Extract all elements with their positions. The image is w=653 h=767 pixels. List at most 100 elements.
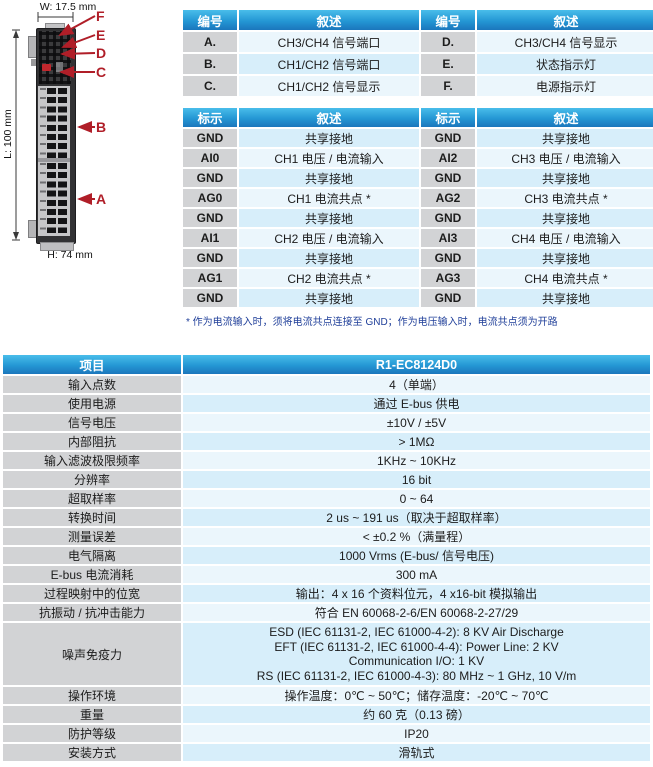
terminal-desc: CH3 电压 / 电流输入 (477, 149, 653, 167)
spec-value: 滑轨式 (183, 744, 650, 761)
terminal-desc: CH3 电流共点 * (477, 189, 653, 207)
device-figure: W: 17.5 mm L: 100 mm H: 74 mm F E D C B … (0, 0, 180, 350)
spec-label: 抗振动 / 抗冲击能力 (3, 604, 181, 621)
terminal-holes-col1-top (47, 88, 56, 158)
table-row: 过程映射中的位宽 输出：4 x 16 个资料位元，4 x16-bit 模拟输出 (3, 585, 650, 602)
table-row: C. CH1/CH2 信号显示 F. 电源指示灯 (183, 76, 653, 96)
port-id: B. (183, 54, 237, 74)
terminal-labels-strip-bottom (40, 163, 46, 233)
table-row: 使用电源 通过 E-bus 供电 (3, 395, 650, 412)
spec-value: < ±0.2 %（满量程） (183, 528, 650, 545)
spec-value: 操作温度：0℃ ~ 50℃；储存温度：-20℃ ~ 70℃ (183, 687, 650, 704)
port-desc: 电源指示灯 (477, 76, 653, 96)
port-id: A. (183, 32, 237, 52)
column-header: 标示 (183, 108, 237, 127)
callout-letter-e: E (96, 27, 106, 43)
spec-label: 输入点数 (3, 376, 181, 393)
module-foot (40, 242, 74, 251)
spec-label: 转换时间 (3, 509, 181, 526)
spec-header-row: 项目 R1-EC8124D0 (3, 355, 650, 374)
table-row: GND 共享接地 GND 共享接地 (183, 169, 653, 187)
terminal-id: GND (183, 209, 237, 227)
terminal-desc: 共享接地 (239, 209, 419, 227)
spec-label: 防护等级 (3, 725, 181, 742)
table-row: AI1 CH2 电压 / 电流输入 AI3 CH4 电压 / 电流输入 (183, 229, 653, 247)
port-id: D. (421, 32, 475, 52)
terminal-holes-col2-top (58, 88, 67, 158)
port-id: E. (421, 54, 475, 74)
terminal-id: AG0 (183, 189, 237, 207)
terminal-desc: CH1 电压 / 电流输入 (239, 149, 419, 167)
table-row: 测量误差 < ±0.2 %（满量程） (3, 528, 650, 545)
table-row: GND 共享接地 GND 共享接地 (183, 129, 653, 147)
table-row: A. CH3/CH4 信号端口 D. CH3/CH4 信号显示 (183, 32, 653, 52)
dimension-length-label: L: 100 mm (2, 109, 14, 159)
table-row: AI0 CH1 电压 / 电流输入 AI2 CH3 电压 / 电流输入 (183, 149, 653, 167)
terminals-header-row: 标示 叙述 标示 叙述 (183, 108, 653, 127)
terminal-id: AG1 (183, 269, 237, 287)
terminal-group-divider (38, 158, 70, 162)
spec-table: 项目 R1-EC8124D0 输入点数 4（单端） 使用电源 通过 E-bus … (1, 353, 652, 763)
spec-label: 分辨率 (3, 471, 181, 488)
spec-label: 过程映射中的位宽 (3, 585, 181, 602)
dimension-height-label: H: 74 mm (47, 249, 93, 261)
terminal-desc: CH1 电流共点 * (239, 189, 419, 207)
table-row: 输入滤波极限频率 1KHz ~ 10KHz (3, 452, 650, 469)
dimension-width-label: W: 17.5 mm (39, 1, 97, 13)
table-row: 噪声免疫力 ESD (IEC 61131-2, IEC 61000-4-2): … (3, 623, 650, 685)
spec-value: 通过 E-bus 供电 (183, 395, 650, 412)
spec-value: 约 60 克（0.13 磅） (183, 706, 650, 723)
spec-label: 操作环境 (3, 687, 181, 704)
table-row: 重量 约 60 克（0.13 磅） (3, 706, 650, 723)
terminal-desc: CH2 电流共点 * (239, 269, 419, 287)
spec-label: 重量 (3, 706, 181, 723)
spec-label: 电气隔离 (3, 547, 181, 564)
terminal-desc: 共享接地 (239, 289, 419, 307)
column-header: 编号 (421, 10, 475, 30)
table-row: 抗振动 / 抗冲击能力 符合 EN 60068-2-6/EN 60068-2-2… (3, 604, 650, 621)
port-desc: CH3/CH4 信号端口 (239, 32, 419, 52)
terminal-id: AI1 (183, 229, 237, 247)
table-row: AG1 CH2 电流共点 * AG3 CH4 电流共点 * (183, 269, 653, 287)
column-header: 编号 (183, 10, 237, 30)
spec-value: 2 us ~ 191 us（取决于超取样率） (183, 509, 650, 526)
module-led-display (42, 64, 51, 71)
terminals-table: 标示 叙述 标示 叙述 GND 共享接地 GND 共享接地 AI0 CH1 电压… (181, 106, 653, 309)
table-row: GND 共享接地 GND 共享接地 (183, 289, 653, 307)
spec-value: 4（单端） (183, 376, 650, 393)
port-id: F. (421, 76, 475, 96)
spec-value: 输出：4 x 16 个资料位元，4 x16-bit 模拟输出 (183, 585, 650, 602)
terminal-desc: 共享接地 (239, 129, 419, 147)
column-header: 叙述 (239, 108, 419, 127)
terminal-id: GND (421, 209, 475, 227)
spec-label: 信号电压 (3, 414, 181, 431)
column-header-model: R1-EC8124D0 (183, 355, 650, 374)
table-row: 电气隔离 1000 Vrms (E-bus/ 信号电压) (3, 547, 650, 564)
terminal-id: AI0 (183, 149, 237, 167)
table-row: 转换时间 2 us ~ 191 us（取决于超取样率） (3, 509, 650, 526)
spec-value: 0 ~ 64 (183, 490, 650, 507)
ports-header-row: 编号 叙述 编号 叙述 (183, 10, 653, 30)
spec-label: E-bus 电流消耗 (3, 566, 181, 583)
port-desc: CH1/CH2 信号端口 (239, 54, 419, 74)
spec-label: 测量误差 (3, 528, 181, 545)
terminal-desc: CH4 电压 / 电流输入 (477, 229, 653, 247)
terminal-desc: 共享接地 (477, 249, 653, 267)
terminal-desc: 共享接地 (239, 249, 419, 267)
ports-table: 编号 叙述 编号 叙述 A. CH3/CH4 信号端口 D. CH3/CH4 信… (181, 8, 653, 98)
terminal-desc: 共享接地 (239, 169, 419, 187)
port-desc: 状态指示灯 (477, 54, 653, 74)
callout-letter-a: A (96, 191, 107, 207)
table-row: 超取样率 0 ~ 64 (3, 490, 650, 507)
terminal-id: AI2 (421, 149, 475, 167)
terminal-id: GND (421, 289, 475, 307)
terminal-id: GND (421, 249, 475, 267)
terminal-desc: CH2 电压 / 电流输入 (239, 229, 419, 247)
callout-letter-b: B (96, 119, 107, 135)
port-desc: CH1/CH2 信号显示 (239, 76, 419, 96)
terminal-desc: CH4 电流共点 * (477, 269, 653, 287)
column-header: 标示 (421, 108, 475, 127)
spec-value: ±10V / ±5V (183, 414, 650, 431)
table-row: E-bus 电流消耗 300 mA (3, 566, 650, 583)
spec-value: > 1MΩ (183, 433, 650, 450)
